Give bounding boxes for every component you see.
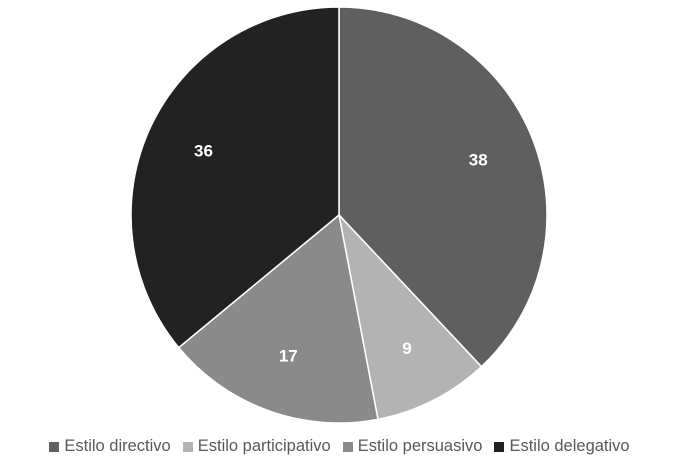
pie-chart-svg: 38 9 17 36 [130,6,548,424]
pie-slice-estilo-delegativo [130,6,340,349]
pie-data-labels: 38 9 17 36 [194,142,488,366]
legend-item-estilo-participativo: Estilo participativo [182,437,331,456]
legend-swatch [494,441,505,452]
legend-item-estilo-delegativo: Estilo delegativo [494,437,630,456]
pie-slice-estilo-participativo [337,212,483,421]
data-label-estilo-directivo: 38 [469,150,488,169]
pie-slice-estilo-persuasivo [177,213,379,424]
legend-label: Estilo participativo [197,437,331,455]
legend-item-estilo-directivo: Estilo directivo [49,437,171,456]
legend-item-estilo-persuasivo: Estilo persuasivo [342,437,483,456]
data-label-estilo-persuasivo: 17 [279,346,298,365]
legend-label: Estilo delegativo [509,437,630,455]
chart-legend: Estilo directivo Estilo participativo Esti… [0,437,679,456]
legend-swatch [49,441,60,452]
pie-slices [130,6,548,424]
legend-label: Estilo persuasivo [357,437,483,455]
legend-swatch [182,441,193,452]
pie-slice-estilo-directivo [338,6,548,368]
data-label-estilo-delegativo: 36 [194,142,213,161]
legend-swatch [342,441,353,452]
legend-label: Estilo directivo [64,437,171,455]
data-label-estilo-participativo: 9 [402,339,411,358]
